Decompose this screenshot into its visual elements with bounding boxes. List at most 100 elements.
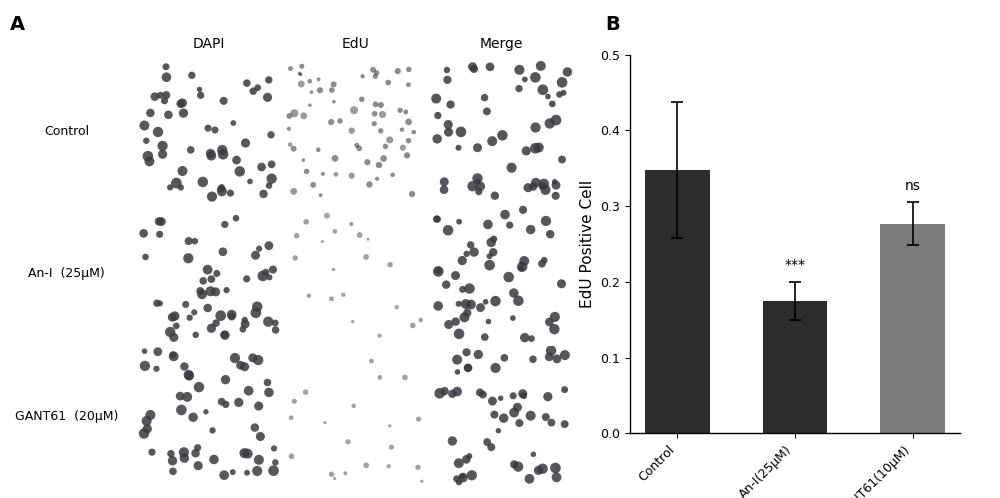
Point [282,65,298,73]
Point [254,163,270,171]
Point [261,242,277,249]
Point [392,106,408,114]
Point [301,292,317,300]
Point [181,372,197,379]
Point [298,388,314,396]
Point [363,357,379,365]
Point [218,375,234,383]
Point [465,182,481,190]
Point [208,319,224,327]
Point [317,419,333,427]
Point [158,91,174,99]
Point [229,156,245,164]
Point [213,185,229,193]
Point [371,161,387,169]
Point [504,164,520,172]
Point [527,73,543,81]
Point [505,314,521,322]
Point [345,318,361,326]
Point [535,86,551,94]
Point [535,465,551,473]
Point [510,297,526,305]
Point [456,313,472,321]
Point [188,449,204,457]
Point [219,286,235,294]
Point [237,320,253,328]
Point [136,429,152,437]
Point [260,318,276,326]
Point [451,300,467,308]
Point [459,250,475,258]
Point [263,131,279,139]
Point [430,302,446,310]
Point [483,239,499,247]
Point [429,135,445,143]
Bar [763,301,827,433]
Point [142,411,158,419]
Point [305,181,321,189]
Point [286,144,302,152]
Point [451,144,467,152]
Point [542,120,558,127]
Point [158,63,174,71]
Point [475,390,491,398]
Point [216,97,232,105]
Point [335,291,351,299]
Point [497,211,513,219]
Point [222,189,238,197]
Point [214,183,230,191]
Point [537,186,553,194]
Text: EdU: EdU [341,37,369,51]
Point [487,297,503,305]
Point [192,287,208,295]
Point [327,475,343,483]
Point [551,91,567,99]
Point [310,146,326,154]
Point [206,456,222,464]
Point [554,280,570,288]
Point [256,190,272,198]
Point [540,392,556,400]
Point [516,257,532,265]
Point [237,316,253,324]
Point [151,218,167,226]
Point [430,266,446,274]
Point [204,193,220,201]
Point [239,79,255,87]
Point [172,392,188,400]
Point [484,137,500,145]
Point [400,136,416,144]
Point [548,181,564,189]
Point [216,331,232,339]
Point [214,187,230,195]
Point [294,62,310,70]
Point [264,160,280,168]
Point [453,128,469,136]
Point [225,468,241,476]
Point [152,299,168,307]
Point [238,139,254,147]
Point [513,264,529,272]
Point [401,65,417,73]
Text: ns: ns [905,179,921,193]
Point [470,178,486,186]
Point [252,432,268,440]
Point [372,332,388,340]
Point [326,98,342,106]
Point [343,220,359,228]
Point [198,408,214,416]
Text: GANT61  (20μM): GANT61 (20μM) [15,410,118,423]
Point [398,108,414,116]
Point [480,221,496,229]
Point [527,144,543,152]
Point [369,69,385,77]
Point [478,298,494,306]
Point [179,393,195,401]
Point [241,387,257,395]
Point [523,226,539,234]
Point [381,462,397,470]
Point [482,261,498,269]
Point [455,285,471,293]
Point [459,348,475,356]
Point [315,170,331,178]
